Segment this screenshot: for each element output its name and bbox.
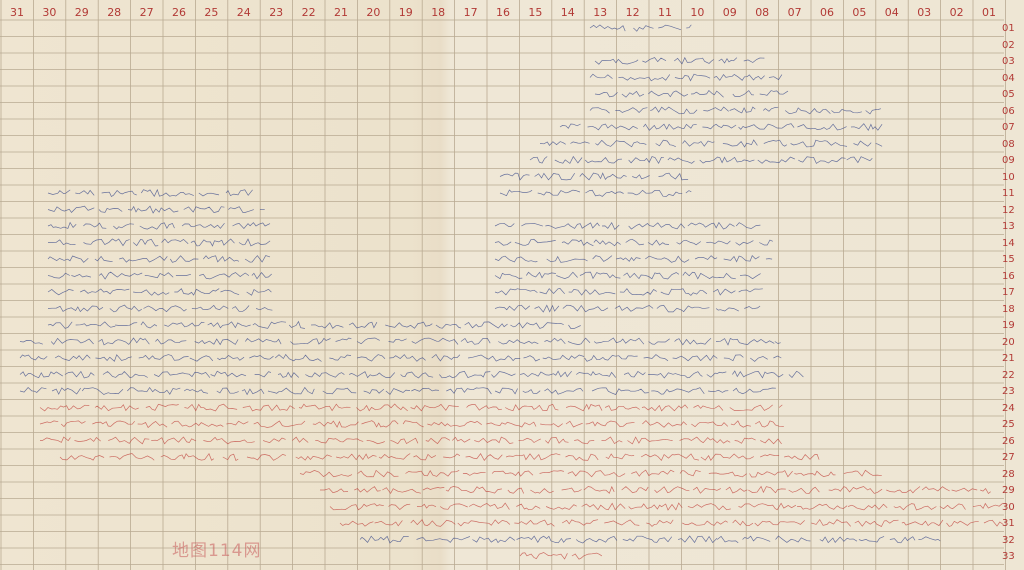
row-number: 21 <box>1002 353 1015 364</box>
column-number: 08 <box>755 6 770 19</box>
row-number: 04 <box>1002 72 1015 84</box>
column-number: 17 <box>463 6 478 19</box>
row-number: 03 <box>1002 56 1015 67</box>
row-number: 08 <box>1002 138 1015 150</box>
row-number: 06 <box>1002 105 1015 117</box>
column-number: 27 <box>139 6 154 19</box>
row-number: 31 <box>1002 518 1015 529</box>
column-number: 19 <box>398 6 413 19</box>
column-number: 25 <box>204 6 219 19</box>
column-number: 03 <box>917 6 932 19</box>
column-number: 26 <box>172 6 186 19</box>
column-number: 23 <box>269 6 284 19</box>
row-number: 01 <box>1002 23 1015 34</box>
column-number: 14 <box>560 6 575 19</box>
column-number: 28 <box>107 6 122 19</box>
column-number: 15 <box>528 6 543 19</box>
column-number: 30 <box>42 6 57 19</box>
row-number: 13 <box>1002 221 1015 232</box>
column-number: 20 <box>366 6 381 19</box>
row-number: 15 <box>1002 254 1015 265</box>
row-number: 05 <box>1002 89 1015 100</box>
column-number: 10 <box>690 6 705 19</box>
column-number: 12 <box>625 6 640 19</box>
row-number: 11 <box>1002 188 1015 199</box>
row-number: 17 <box>1002 287 1015 298</box>
row-number: 20 <box>1002 336 1015 348</box>
row-number: 29 <box>1002 485 1015 496</box>
column-number: 07 <box>787 6 802 19</box>
row-number: 27 <box>1002 452 1015 463</box>
row-number: 02 <box>1002 39 1015 51</box>
row-number: 33 <box>1002 551 1015 562</box>
row-number: 26 <box>1002 435 1015 447</box>
row-number: 22 <box>1002 369 1015 381</box>
row-number: 28 <box>1002 468 1015 480</box>
row-number: 30 <box>1002 501 1015 513</box>
column-number: 04 <box>884 6 899 19</box>
column-number: 24 <box>236 6 251 19</box>
column-number: 16 <box>496 6 510 19</box>
column-number: 22 <box>301 6 316 19</box>
column-number: 02 <box>949 6 964 19</box>
watermark: 地图114网 <box>172 541 262 561</box>
column-number: 09 <box>722 6 737 19</box>
column-number: 18 <box>431 6 446 19</box>
row-number: 12 <box>1002 204 1015 216</box>
row-number: 10 <box>1002 171 1015 183</box>
row-number: 19 <box>1002 320 1015 331</box>
row-number: 14 <box>1002 237 1015 249</box>
row-number: 07 <box>1002 122 1015 133</box>
row-number: 25 <box>1002 419 1015 430</box>
column-number: 05 <box>852 6 867 19</box>
row-number: 23 <box>1002 386 1015 397</box>
column-number: 11 <box>658 6 672 19</box>
row-number: 16 <box>1002 270 1015 282</box>
column-number: 29 <box>74 6 89 19</box>
column-number: 06 <box>820 6 834 19</box>
row-number: 09 <box>1002 155 1015 166</box>
row-number: 18 <box>1002 303 1015 315</box>
column-number: 31 <box>10 6 24 19</box>
column-number: 13 <box>593 6 608 19</box>
column-number: 01 <box>982 6 996 19</box>
column-number: 21 <box>334 6 348 19</box>
row-number: 24 <box>1002 402 1015 414</box>
row-number: 32 <box>1002 534 1015 546</box>
